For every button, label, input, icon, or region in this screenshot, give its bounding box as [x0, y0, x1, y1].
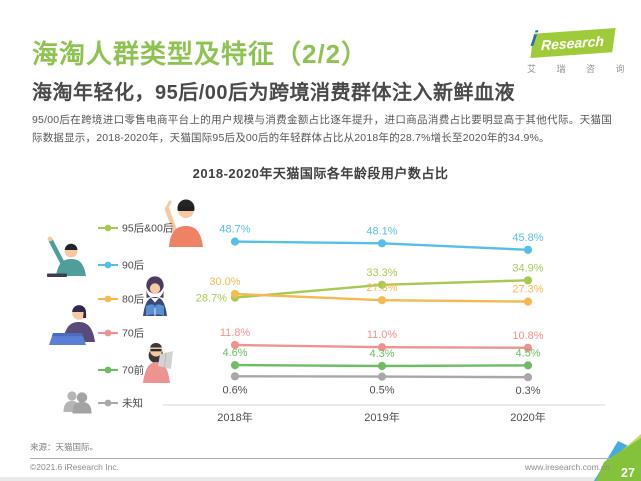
data-label: 27.8%: [366, 282, 397, 294]
footer-divider: [30, 458, 612, 459]
data-label: 10.8%: [512, 330, 543, 342]
data-point: [377, 296, 387, 305]
intro-paragraph: 95/00后在跨境进口零售电商平台上的用户规模与消费金额占比逐年提升，进口商品消…: [32, 114, 612, 144]
data-label: 48.1%: [366, 225, 397, 237]
legend-marker-dot: [104, 224, 112, 232]
data-point: [523, 297, 533, 306]
data-label: 4.5%: [515, 347, 540, 359]
data-point: [230, 372, 240, 381]
legend-item-label: 70后: [122, 328, 144, 340]
legend-marker-dot: [104, 366, 112, 374]
x-axis-label: 2020年: [510, 410, 545, 424]
data-point: [230, 340, 240, 350]
legend-item-label: 未知: [122, 397, 143, 410]
data-point: [523, 276, 533, 285]
data-label: 0.5%: [369, 385, 394, 397]
data-label: 0.3%: [515, 385, 540, 397]
data-point: [230, 237, 240, 246]
logo-chinese-text: 艾 瑞 咨 询: [527, 64, 634, 74]
data-point: [377, 343, 387, 352]
page-subtitle: 海淘年轻化，95后/00后为跨境消费群体注入新鲜血液: [32, 82, 516, 104]
data-point: [377, 239, 387, 248]
data-label: 45.8%: [512, 232, 543, 244]
corner-green-triangle: [596, 438, 641, 481]
data-label: 11.0%: [367, 329, 398, 341]
data-point: [230, 361, 240, 370]
data-point: [377, 361, 387, 371]
data-label: 30.0%: [209, 276, 240, 288]
laptop-man-illustration: [49, 305, 95, 345]
data-label: 48.7%: [219, 224, 250, 236]
pointing-teacher-man-illustration: [47, 236, 86, 277]
data-point: [523, 373, 533, 382]
data-label: 34.9%: [512, 262, 543, 274]
data-label: 0.6%: [222, 384, 247, 396]
newspaper-beard-man-illustration: [143, 342, 173, 383]
x-axis-label: 2018年: [217, 410, 252, 424]
legend-marker-dot: [104, 295, 112, 303]
legend-item-label: 80后: [122, 294, 144, 306]
data-point: [523, 245, 533, 254]
data-label: 33.3%: [366, 267, 397, 279]
data-point: [377, 372, 387, 381]
data-point: [230, 289, 240, 299]
legend-marker-dot: [104, 329, 112, 337]
unknown-people-silhouette-icon: [63, 391, 92, 414]
legend-item-label: 95后&00后: [122, 223, 173, 235]
legend-item-label: 90后: [122, 260, 144, 272]
iresearch-logo: i Research 艾 瑞 咨 询: [524, 27, 634, 75]
page-number: 27: [621, 466, 635, 480]
data-label: 4.6%: [222, 347, 247, 359]
source-note: 来源：天猫国际。: [30, 442, 99, 452]
legend-marker-dot: [104, 399, 112, 407]
website-text: www.iresearch.com.cn: [524, 462, 610, 472]
data-point: [523, 361, 533, 370]
man-with-sunglasses-illustration: [164, 199, 203, 247]
data-label: 4.3%: [369, 348, 394, 360]
page-title: 海淘人群类型及特征（2/2）: [32, 39, 369, 69]
legend-marker-dot: [104, 261, 112, 269]
data-point: [377, 280, 387, 289]
chart-plot-area: 2018年 2019年 2020年 95后&00后 28.7% 33.3% 34.9% 90后…: [98, 223, 605, 424]
bottom-strip: [0, 477, 641, 481]
reading-woman-illustration: [143, 276, 167, 317]
data-label: 28.7%: [196, 293, 227, 305]
data-label: 11.8%: [220, 327, 251, 339]
page-corner-decoration: 27: [594, 434, 641, 481]
x-axis-label: 2019年: [364, 410, 399, 424]
data-point: [523, 343, 533, 352]
chart-title: 2018-2020年天猫国际各年龄段用户数占比: [192, 166, 449, 181]
copyright-text: ©2021.6 iResearch Inc.: [30, 462, 119, 472]
data-label: 27.3%: [512, 284, 543, 296]
legend-item-label: 70前: [122, 364, 144, 377]
